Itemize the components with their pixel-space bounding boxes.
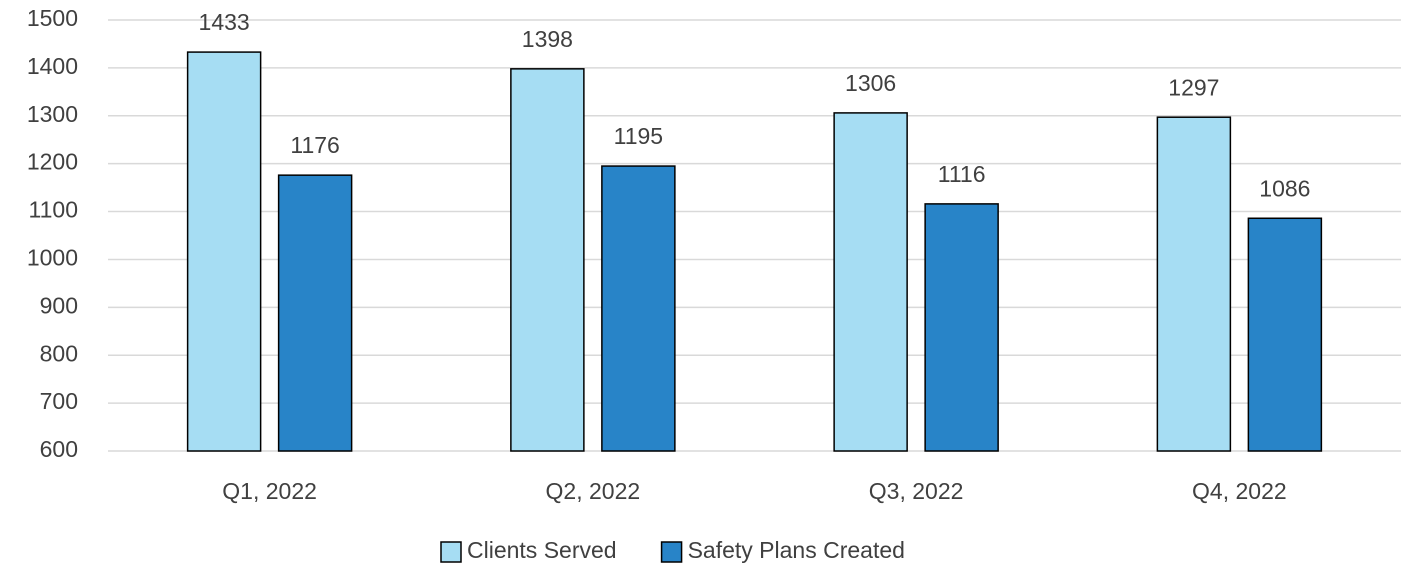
data-label: 1195 <box>614 123 663 149</box>
legend-label: Clients Served <box>467 537 617 563</box>
x-tick-label: Q1, 2022 <box>222 478 317 504</box>
x-tick-label: Q3, 2022 <box>869 478 964 504</box>
y-tick-label: 700 <box>40 388 78 414</box>
y-tick-label: 1200 <box>27 149 78 175</box>
data-label: 1116 <box>938 161 986 187</box>
bar <box>510 68 585 452</box>
x-tick-label: Q4, 2022 <box>1192 478 1287 504</box>
legend-swatch <box>660 541 683 563</box>
data-label: 1297 <box>1168 74 1219 100</box>
bar <box>924 203 999 452</box>
bar <box>833 112 908 452</box>
y-tick-label: 600 <box>40 436 78 462</box>
y-tick-label: 900 <box>40 292 78 318</box>
legend-label: Safety Plans Created <box>688 537 905 563</box>
bar <box>277 174 353 452</box>
y-tick-label: 1000 <box>27 245 78 271</box>
y-tick-label: 1500 <box>27 5 78 31</box>
data-label: 1086 <box>1259 175 1310 201</box>
bar <box>186 51 262 452</box>
data-label: 1306 <box>845 70 896 96</box>
y-tick-label: 1300 <box>27 101 78 127</box>
legend-swatch <box>440 541 462 563</box>
y-tick-label: 1400 <box>27 53 78 79</box>
bar <box>1247 217 1323 452</box>
data-label: 1176 <box>290 132 339 158</box>
bar <box>601 165 676 452</box>
data-label: 1398 <box>522 26 573 52</box>
y-tick-label: 800 <box>40 340 78 366</box>
bar <box>1156 116 1232 452</box>
x-tick-label: Q2, 2022 <box>546 478 641 504</box>
y-tick-label: 1100 <box>29 197 78 223</box>
data-label: 1433 <box>199 9 250 35</box>
